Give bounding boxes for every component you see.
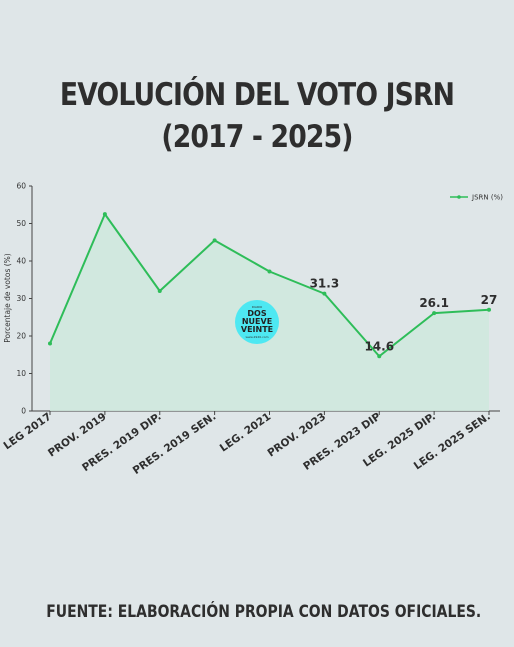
y-tick-label: 0 bbox=[21, 407, 26, 416]
legend: JSRN (%) bbox=[450, 194, 503, 202]
y-tick-label: 60 bbox=[16, 182, 26, 191]
data-point bbox=[157, 289, 162, 293]
data-point bbox=[267, 269, 272, 274]
y-ticks: 0 10 20 30 40 50 60 bbox=[16, 182, 32, 416]
y-tick-label: 40 bbox=[16, 257, 26, 266]
source-note: FUENTE: ELABORACIÓN PROPIA CON DATOS OFI… bbox=[46, 602, 482, 622]
data-point bbox=[212, 238, 217, 243]
logo-line3: VEINTE bbox=[241, 325, 273, 334]
chart-title-line1: EVOLUCIÓN DEL VOTO JSRN bbox=[59, 77, 455, 113]
chart-title: EVOLUCIÓN DEL VOTO JSRN (2017 - 2025) bbox=[36, 74, 478, 158]
data-point bbox=[377, 354, 382, 359]
line-chart: Porcentaje de votos (%) 0 10 20 30 40 50 60 LE… bbox=[1, 182, 503, 477]
x-tick-label: LEG. 2021 bbox=[218, 411, 274, 455]
y-tick-label: 10 bbox=[16, 369, 26, 378]
legend-marker bbox=[457, 195, 461, 199]
logo-top-text: DIARIO bbox=[252, 305, 263, 309]
y-tick-label: 50 bbox=[16, 219, 26, 228]
data-label: 27 bbox=[481, 293, 498, 307]
data-point bbox=[432, 311, 437, 316]
y-axis-label: Porcentaje de votos (%) bbox=[3, 253, 12, 343]
legend-label: JSRN (%) bbox=[471, 194, 503, 202]
data-label: 31.3 bbox=[310, 277, 340, 291]
data-point bbox=[48, 341, 52, 346]
x-tick-label: LEG 2017 bbox=[1, 411, 53, 453]
data-label: 14.6 bbox=[364, 339, 394, 353]
logo-circle bbox=[235, 300, 279, 344]
data-point bbox=[487, 307, 491, 312]
logo: DIARIO DOS NUEVE VEINTE www.2920.com bbox=[235, 300, 279, 344]
data-label: 26.1 bbox=[419, 296, 449, 310]
logo-line2: NUEVE bbox=[242, 317, 272, 326]
y-tick-label: 30 bbox=[16, 294, 26, 303]
data-point bbox=[102, 212, 107, 217]
data-point bbox=[322, 291, 327, 296]
chart-title-line2: (2017 - 2025) bbox=[161, 119, 353, 155]
logo-line1: DOS bbox=[247, 309, 266, 318]
logo-bottom-text: www.2920.com bbox=[245, 335, 268, 339]
y-tick-label: 20 bbox=[16, 332, 26, 341]
